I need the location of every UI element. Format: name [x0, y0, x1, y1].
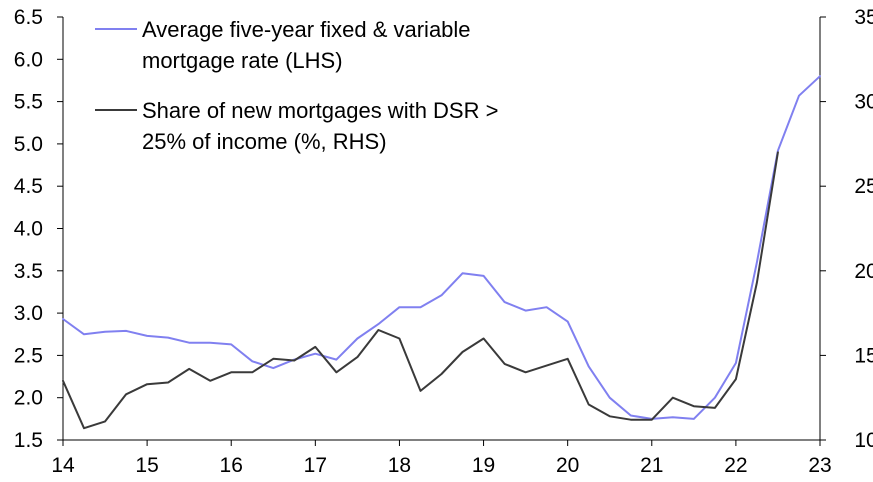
x-tick-label: 14 — [51, 454, 75, 477]
left-y-tick-label: 5.0 — [14, 133, 43, 156]
dsr-share-line — [62, 151, 779, 430]
right-y-tick-label: 25 — [854, 175, 873, 198]
right-y-tick-label: 20 — [854, 260, 873, 283]
left-y-tick-label: 1.5 — [14, 429, 43, 452]
mortgage-rate-line — [62, 75, 821, 420]
left-y-tick-label: 5.5 — [14, 91, 43, 114]
left-y-tick-label: 6.5 — [14, 6, 43, 29]
left-y-tick-label: 4.5 — [14, 175, 43, 198]
x-tick-label: 15 — [135, 454, 158, 477]
x-tick-label: 22 — [724, 454, 747, 477]
x-tick-label: 23 — [808, 454, 831, 477]
x-tick-label: 17 — [304, 454, 327, 477]
x-tick-label: 20 — [556, 454, 579, 477]
x-tick-label: 18 — [388, 454, 411, 477]
left-y-tick-label: 6.0 — [14, 48, 43, 71]
legend-label-dsr-share: Share of new mortgages with DSR > — [142, 98, 498, 123]
right-y-tick-label: 10 — [854, 429, 873, 452]
tick-marks: 1.5 2.0 2.5 3.0 3.5 4.0 4.5 5.0 5.5 6.0 6.5 10 15 20 2… — [14, 6, 873, 477]
left-y-tick-label: 2.0 — [14, 387, 43, 410]
x-tick-label: 19 — [472, 454, 495, 477]
right-y-tick-label: 15 — [854, 344, 873, 367]
left-y-tick-label: 3.0 — [14, 302, 43, 325]
legend: Average five-year fixed & variable mortga… — [95, 17, 498, 154]
right-y-tick-label: 35 — [854, 6, 873, 29]
right-y-tick-label: 30 — [854, 91, 873, 114]
legend-label-mortgage-rate: mortgage rate (LHS) — [142, 48, 343, 73]
x-tick-label: 16 — [220, 454, 243, 477]
left-y-tick-label: 4.0 — [14, 218, 43, 241]
x-tick-label: 21 — [640, 454, 663, 477]
series-lines — [62, 75, 821, 430]
legend-label-dsr-share: 25% of income (%, RHS) — [142, 129, 387, 154]
legend-label-mortgage-rate: Average five-year fixed & variable — [142, 17, 471, 42]
left-y-tick-label: 2.5 — [14, 344, 43, 367]
left-y-tick-label: 3.5 — [14, 260, 43, 283]
